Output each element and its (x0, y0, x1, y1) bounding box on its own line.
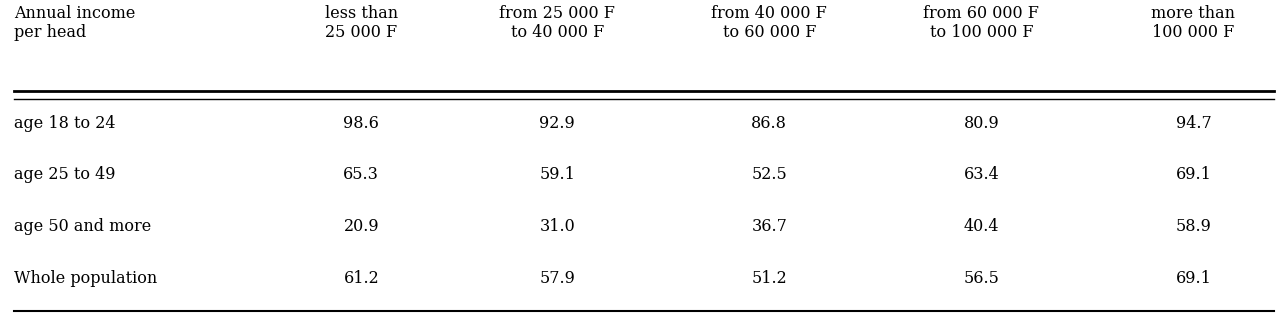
Text: 51.2: 51.2 (751, 270, 787, 287)
Text: 80.9: 80.9 (963, 115, 999, 132)
Text: more than
100 000 F: more than 100 000 F (1151, 5, 1235, 41)
Text: 52.5: 52.5 (751, 166, 787, 184)
Text: 61.2: 61.2 (344, 270, 379, 287)
Text: 98.6: 98.6 (344, 115, 379, 132)
Text: 92.9: 92.9 (540, 115, 576, 132)
Text: 69.1: 69.1 (1176, 166, 1212, 184)
Text: 59.1: 59.1 (540, 166, 576, 184)
Text: from 25 000 F
to 40 000 F: from 25 000 F to 40 000 F (500, 5, 616, 41)
Text: 36.7: 36.7 (751, 218, 787, 235)
Text: 86.8: 86.8 (751, 115, 787, 132)
Text: 94.7: 94.7 (1176, 115, 1211, 132)
Text: from 40 000 F
to 60 000 F: from 40 000 F to 60 000 F (711, 5, 827, 41)
Text: 20.9: 20.9 (344, 218, 379, 235)
Text: 65.3: 65.3 (344, 166, 379, 184)
Text: 31.0: 31.0 (540, 218, 576, 235)
Text: Whole population: Whole population (14, 270, 157, 287)
Text: 69.1: 69.1 (1176, 270, 1212, 287)
Text: from 60 000 F
to 100 000 F: from 60 000 F to 100 000 F (923, 5, 1039, 41)
Text: 57.9: 57.9 (540, 270, 576, 287)
Text: 63.4: 63.4 (963, 166, 999, 184)
Text: 58.9: 58.9 (1176, 218, 1212, 235)
Text: 56.5: 56.5 (963, 270, 999, 287)
Text: less than
25 000 F: less than 25 000 F (325, 5, 398, 41)
Text: age 25 to 49: age 25 to 49 (14, 166, 116, 184)
Text: 40.4: 40.4 (963, 218, 999, 235)
Text: Annual income
per head: Annual income per head (14, 5, 135, 41)
Text: age 18 to 24: age 18 to 24 (14, 115, 116, 132)
Text: age 50 and more: age 50 and more (14, 218, 152, 235)
